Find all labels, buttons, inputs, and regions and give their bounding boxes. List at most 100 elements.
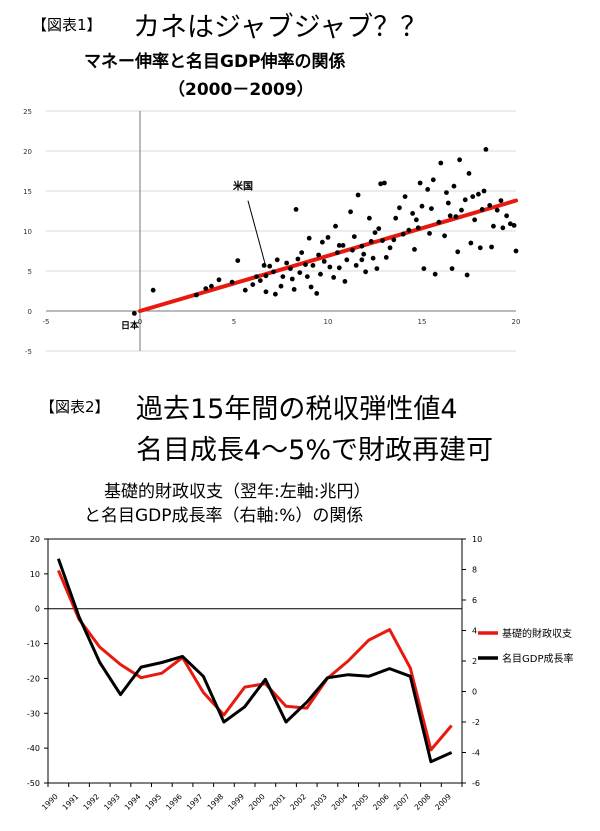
scatter-point	[355, 192, 361, 198]
scatter-point	[267, 263, 273, 269]
scatter-point	[436, 219, 442, 225]
x-tick-label: 1992	[81, 792, 101, 812]
x-tick-label: 2009	[433, 792, 453, 812]
scatter-point	[479, 207, 485, 212]
x-tick-label: 1993	[102, 792, 122, 812]
x-tick-label: 2006	[371, 792, 391, 812]
right-tick-label: -2	[472, 718, 480, 727]
scatter-point	[308, 284, 314, 290]
scatter-point	[447, 213, 453, 219]
scatter-point	[466, 171, 472, 176]
scatter-point	[430, 177, 436, 183]
scatter-point	[498, 198, 504, 203]
scatter-point	[274, 257, 280, 263]
scatter-point	[380, 238, 385, 244]
annotation-us-leader	[247, 200, 267, 268]
scatter-point	[432, 271, 438, 277]
x-tick-label: 1997	[185, 792, 205, 812]
scatter-point	[451, 183, 457, 189]
right-tick-label: 0	[472, 688, 477, 697]
scatter-point	[359, 257, 365, 263]
scatter-point	[314, 291, 320, 296]
x-tick-label: 5	[232, 318, 236, 326]
scatter-point	[366, 215, 372, 221]
x-tick-label: 15	[418, 318, 427, 326]
scatter-point	[284, 260, 290, 266]
scatter-point	[353, 263, 359, 268]
scatter-point	[288, 266, 293, 271]
scatter-point	[457, 157, 462, 163]
scatter-point	[455, 249, 461, 255]
scatter-point	[438, 160, 444, 166]
scatter-point	[472, 217, 478, 223]
scatter-point	[383, 255, 389, 260]
scatter-point	[310, 263, 316, 268]
figure2-heading-line2: 名目成長4～5%で財政再建可	[136, 435, 494, 466]
scatter-point	[374, 266, 380, 271]
left-tick-label: -30	[27, 709, 40, 718]
scatter-point	[421, 266, 427, 271]
scatter-point	[325, 235, 331, 240]
scatter-point	[391, 237, 397, 243]
series-line-1	[57, 569, 453, 752]
scatter-point	[372, 230, 378, 236]
left-tick-label: -10	[27, 640, 40, 649]
scatter-point	[453, 214, 459, 219]
scatter-point	[494, 207, 500, 213]
scatter-point	[203, 286, 209, 291]
y-tick-label: -5	[25, 348, 32, 356]
scatter-point	[336, 243, 342, 248]
right-tick-label: 2	[472, 657, 477, 666]
scatter-point	[412, 247, 417, 252]
scatter-point	[464, 272, 470, 278]
annotation-us: 米国	[233, 179, 253, 192]
scatter-point	[263, 289, 269, 295]
scatter-point	[333, 223, 338, 229]
y-tick-label: 15	[23, 188, 32, 196]
scatter-point	[216, 277, 222, 283]
scatter-point	[489, 244, 494, 250]
left-tick-label: 0	[35, 605, 40, 614]
scatter-point	[235, 258, 241, 263]
scatter-point	[289, 276, 295, 282]
scatter-point	[442, 233, 447, 239]
scatter-point	[340, 243, 346, 248]
scatter-point	[331, 275, 337, 280]
left-tick-label: -40	[27, 744, 40, 753]
y-tick-label: 5	[28, 268, 32, 276]
right-tick-label: 4	[472, 627, 477, 636]
scatter-point	[378, 181, 384, 187]
annotation-japan: 日本	[121, 320, 140, 332]
y-tick-label: 10	[23, 228, 32, 236]
x-tick-label: 1995	[143, 792, 163, 812]
scatter-point	[387, 245, 393, 251]
scatter-point	[417, 180, 423, 186]
scatter-point	[413, 217, 419, 223]
x-tick-label: 10	[324, 318, 333, 326]
plot-frame	[47, 538, 463, 784]
x-tick-label: -5	[43, 318, 50, 326]
right-tick-label: 6	[472, 596, 477, 605]
scatter-point	[318, 271, 323, 277]
scatter-point	[229, 279, 235, 285]
scatter-point	[459, 207, 464, 213]
scatter-point	[321, 259, 327, 264]
scatter-point	[470, 194, 476, 199]
scatter-point	[194, 292, 199, 298]
scatter-point	[257, 278, 263, 283]
figure1-label: 【図表1】	[32, 16, 102, 34]
figure1-heading: カネはジャブジャブ？？	[133, 12, 428, 43]
x-tick-label: 1996	[164, 792, 184, 812]
scatter-point	[278, 283, 284, 289]
scatter-point	[280, 274, 286, 279]
scatter-point	[500, 225, 506, 231]
scatter-point	[351, 234, 357, 240]
scatter-point	[350, 247, 355, 253]
scatter-point	[297, 270, 303, 275]
scatter-point	[415, 225, 421, 231]
scatter-point	[254, 274, 259, 279]
scatter-point	[504, 213, 509, 219]
scatter-point	[513, 248, 519, 254]
scatter-point	[483, 147, 489, 152]
